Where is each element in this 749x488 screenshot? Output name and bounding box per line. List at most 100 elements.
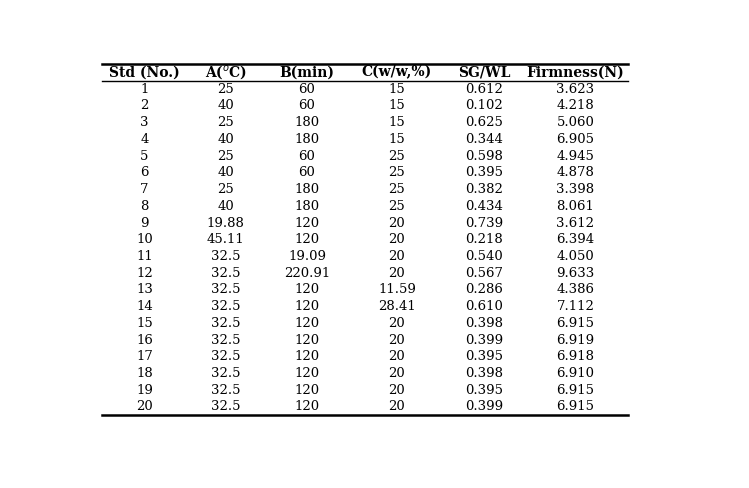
Text: 32.5: 32.5 [211, 250, 240, 263]
Text: 9.633: 9.633 [557, 267, 595, 280]
Text: 0.286: 0.286 [465, 284, 503, 296]
Text: 7.112: 7.112 [557, 300, 595, 313]
Text: 120: 120 [294, 217, 320, 229]
Text: 180: 180 [294, 200, 320, 213]
Text: 120: 120 [294, 401, 320, 413]
Text: 19: 19 [136, 384, 153, 397]
Text: 15: 15 [389, 100, 405, 113]
Text: 25: 25 [389, 150, 405, 163]
Text: 40: 40 [217, 100, 234, 113]
Text: 6.394: 6.394 [557, 233, 595, 246]
Text: Firmness(N): Firmness(N) [527, 65, 625, 80]
Text: 6.905: 6.905 [557, 133, 595, 146]
Text: 11.59: 11.59 [378, 284, 416, 296]
Text: 32.5: 32.5 [211, 300, 240, 313]
Text: 9: 9 [140, 217, 148, 229]
Text: 120: 120 [294, 317, 320, 330]
Text: 60: 60 [299, 100, 315, 113]
Text: 0.567: 0.567 [465, 267, 503, 280]
Text: 1: 1 [140, 83, 148, 96]
Text: 25: 25 [217, 183, 234, 196]
Text: 60: 60 [299, 83, 315, 96]
Text: 0.625: 0.625 [465, 116, 503, 129]
Text: 40: 40 [217, 200, 234, 213]
Text: 16: 16 [136, 334, 153, 346]
Text: 8.061: 8.061 [557, 200, 595, 213]
Text: 20: 20 [389, 350, 405, 364]
Text: 0.612: 0.612 [465, 83, 503, 96]
Text: 0.395: 0.395 [465, 166, 503, 180]
Text: 25: 25 [389, 166, 405, 180]
Text: 4.878: 4.878 [557, 166, 595, 180]
Text: 180: 180 [294, 116, 320, 129]
Text: 14: 14 [136, 300, 153, 313]
Text: 0.540: 0.540 [465, 250, 503, 263]
Text: 32.5: 32.5 [211, 367, 240, 380]
Text: 20: 20 [389, 367, 405, 380]
Text: 0.398: 0.398 [465, 367, 503, 380]
Text: 180: 180 [294, 183, 320, 196]
Text: 20: 20 [389, 233, 405, 246]
Text: 0.399: 0.399 [465, 334, 503, 346]
Text: 15: 15 [389, 116, 405, 129]
Text: Std (No.): Std (No.) [109, 65, 180, 80]
Text: 0.739: 0.739 [465, 217, 503, 229]
Text: 0.399: 0.399 [465, 401, 503, 413]
Text: 8: 8 [140, 200, 148, 213]
Text: 32.5: 32.5 [211, 384, 240, 397]
Text: 17: 17 [136, 350, 153, 364]
Text: 6.918: 6.918 [557, 350, 595, 364]
Text: C(w/w,%): C(w/w,%) [362, 65, 432, 80]
Text: 0.395: 0.395 [465, 350, 503, 364]
Text: 15: 15 [136, 317, 153, 330]
Text: 3: 3 [140, 116, 148, 129]
Text: 28.41: 28.41 [378, 300, 416, 313]
Text: 20: 20 [389, 250, 405, 263]
Text: 120: 120 [294, 350, 320, 364]
Text: 0.382: 0.382 [465, 183, 503, 196]
Text: 0.102: 0.102 [465, 100, 503, 113]
Text: 25: 25 [389, 200, 405, 213]
Text: 32.5: 32.5 [211, 401, 240, 413]
Text: 15: 15 [389, 83, 405, 96]
Text: 4.050: 4.050 [557, 250, 594, 263]
Text: 32.5: 32.5 [211, 317, 240, 330]
Text: 6.915: 6.915 [557, 401, 595, 413]
Text: 40: 40 [217, 133, 234, 146]
Text: 32.5: 32.5 [211, 267, 240, 280]
Text: 5.060: 5.060 [557, 116, 595, 129]
Text: 32.5: 32.5 [211, 350, 240, 364]
Text: 6: 6 [140, 166, 148, 180]
Text: 32.5: 32.5 [211, 284, 240, 296]
Text: 120: 120 [294, 300, 320, 313]
Text: 60: 60 [299, 150, 315, 163]
Text: 3.398: 3.398 [557, 183, 595, 196]
Text: 45.11: 45.11 [207, 233, 245, 246]
Text: 6.915: 6.915 [557, 317, 595, 330]
Text: 3.623: 3.623 [557, 83, 595, 96]
Text: 13: 13 [136, 284, 153, 296]
Text: 6.915: 6.915 [557, 384, 595, 397]
Text: 120: 120 [294, 284, 320, 296]
Text: 20: 20 [389, 401, 405, 413]
Text: 4.386: 4.386 [557, 284, 595, 296]
Text: 4.218: 4.218 [557, 100, 594, 113]
Text: 32.5: 32.5 [211, 334, 240, 346]
Text: 20: 20 [389, 267, 405, 280]
Text: 3.612: 3.612 [557, 217, 595, 229]
Text: B(min): B(min) [279, 65, 335, 80]
Text: 120: 120 [294, 233, 320, 246]
Text: 19.09: 19.09 [288, 250, 326, 263]
Text: 220.91: 220.91 [284, 267, 330, 280]
Text: 0.434: 0.434 [465, 200, 503, 213]
Text: 120: 120 [294, 384, 320, 397]
Text: 25: 25 [217, 116, 234, 129]
Text: 19.88: 19.88 [207, 217, 245, 229]
Text: 0.398: 0.398 [465, 317, 503, 330]
Text: 20: 20 [389, 334, 405, 346]
Text: 20: 20 [136, 401, 153, 413]
Text: 4: 4 [140, 133, 148, 146]
Text: 7: 7 [140, 183, 148, 196]
Text: 120: 120 [294, 367, 320, 380]
Text: 20: 20 [389, 217, 405, 229]
